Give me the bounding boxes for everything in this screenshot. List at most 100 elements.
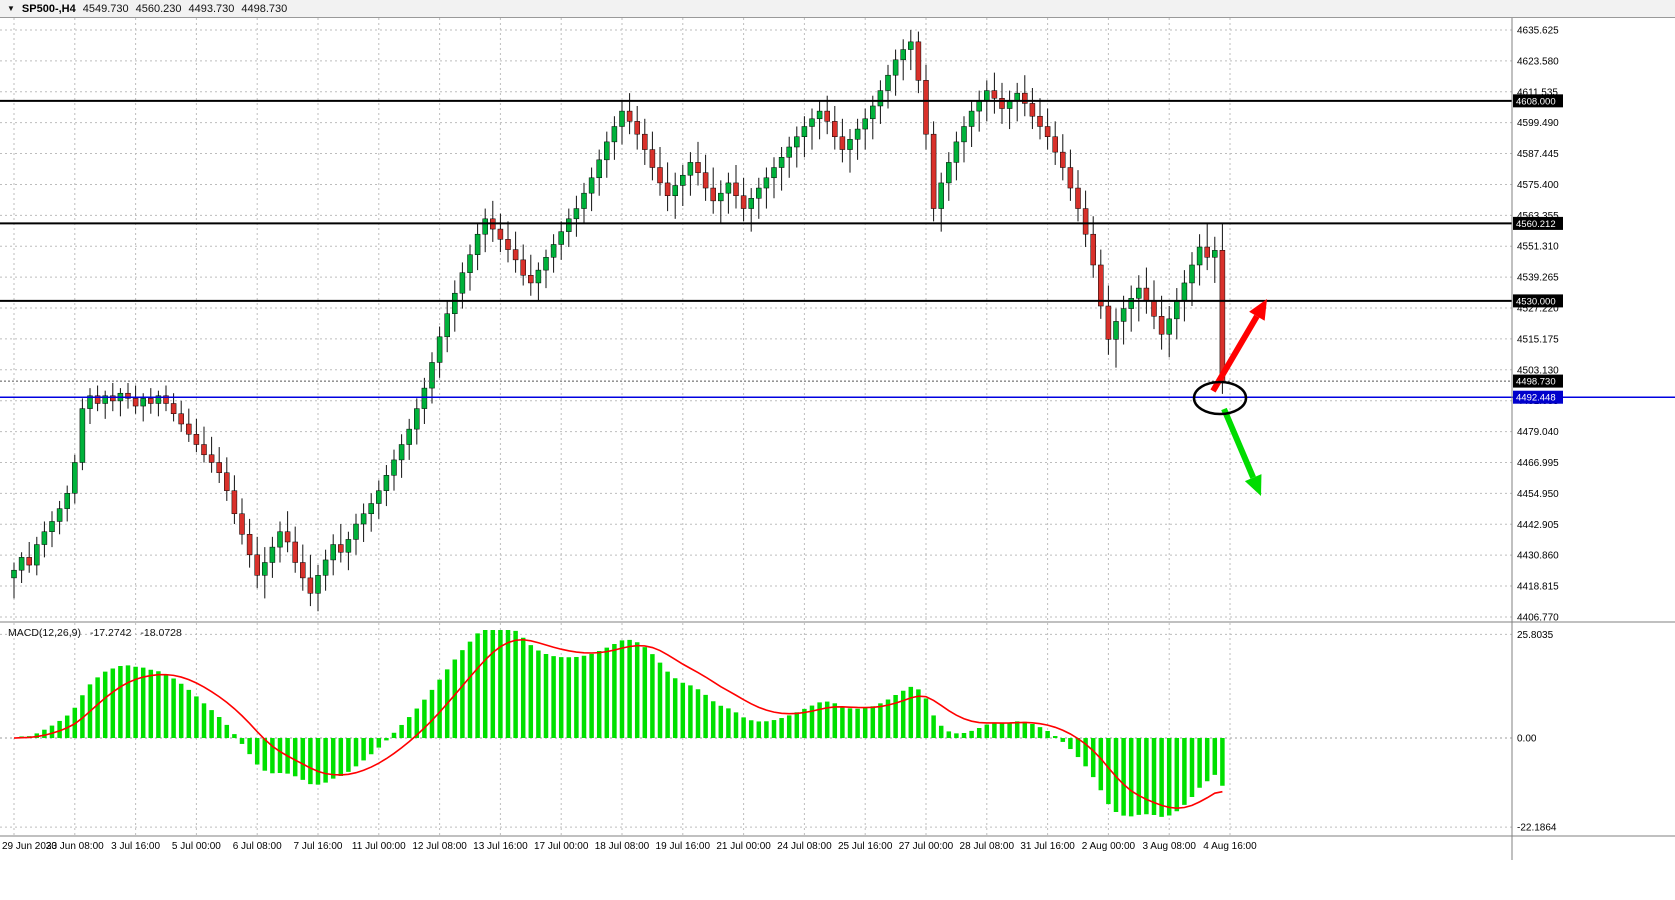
price-axis-label: 4503.130 xyxy=(1517,365,1559,376)
candle xyxy=(695,162,701,173)
candle xyxy=(870,105,876,120)
bullish-arrow-head[interactable] xyxy=(1249,299,1267,321)
candle xyxy=(452,292,458,314)
chart-plot-area[interactable] xyxy=(0,18,1512,836)
candle xyxy=(1212,250,1218,258)
candle xyxy=(193,434,200,445)
candle xyxy=(505,239,511,250)
price-axis[interactable] xyxy=(1512,18,1675,836)
candle xyxy=(702,172,709,189)
time-axis-label: 21 Jul 00:00 xyxy=(716,841,771,852)
bullish-arrow[interactable] xyxy=(1210,314,1260,393)
candle xyxy=(1006,100,1013,109)
time-axis[interactable] xyxy=(0,836,1675,900)
price-tag-4608.000[interactable] xyxy=(1513,94,1563,108)
candle xyxy=(1044,126,1051,137)
price-axis-label: 4515.175 xyxy=(1517,334,1559,345)
macd-axis-label: -22.1864 xyxy=(1517,823,1557,834)
price-tag-4560.212[interactable] xyxy=(1513,216,1563,230)
candle xyxy=(421,387,428,409)
candle xyxy=(1174,300,1180,320)
candle xyxy=(330,544,336,561)
candle xyxy=(839,136,846,150)
candle xyxy=(224,472,230,491)
candle xyxy=(1029,103,1036,117)
price-tag-4492.448[interactable] xyxy=(1513,390,1563,404)
price-axis-label: 4466.995 xyxy=(1517,458,1559,469)
price-axis-label: 4527.220 xyxy=(1517,304,1559,315)
candle xyxy=(938,182,944,209)
candle xyxy=(178,413,184,425)
candle xyxy=(170,403,177,414)
candle xyxy=(64,492,70,509)
price-tag-4530.000[interactable] xyxy=(1513,294,1563,308)
candle xyxy=(391,459,397,476)
candle xyxy=(816,110,823,120)
candle xyxy=(847,139,853,150)
chart-dropdown-icon[interactable]: ▼ xyxy=(7,3,15,13)
candle xyxy=(155,395,162,404)
highlight-ellipse[interactable] xyxy=(1192,380,1248,416)
time-axis-label: 11 Jul 00:00 xyxy=(352,841,406,852)
candle xyxy=(300,562,306,579)
candle xyxy=(467,254,473,273)
candle xyxy=(1082,208,1089,235)
candle xyxy=(1189,264,1195,284)
candle xyxy=(528,274,534,284)
candle xyxy=(626,110,633,122)
time-axis-label: 18 Jul 08:00 xyxy=(595,841,650,852)
candle xyxy=(345,539,352,553)
candle xyxy=(710,187,716,202)
candle xyxy=(991,90,998,99)
candle xyxy=(148,398,154,404)
candle xyxy=(756,187,762,199)
candle xyxy=(1090,233,1096,266)
candle xyxy=(946,162,952,184)
price-axis-label: 4599.490 xyxy=(1517,118,1559,129)
bearish-arrow-head[interactable] xyxy=(1244,474,1262,496)
time-axis-label: 25 Jul 16:00 xyxy=(838,841,893,852)
candle xyxy=(1158,316,1165,335)
candle xyxy=(497,228,504,240)
price-tag-4498.730[interactable] xyxy=(1513,374,1563,388)
price-axis-label: 4539.265 xyxy=(1517,273,1559,284)
candle xyxy=(900,49,906,61)
candle xyxy=(482,218,488,235)
candle xyxy=(1143,287,1150,302)
macd-signal-line xyxy=(13,638,1223,809)
candle xyxy=(862,118,868,130)
candle xyxy=(687,162,694,176)
time-axis-label: 6 Jul 08:00 xyxy=(233,841,282,852)
candle xyxy=(573,208,580,220)
bearish-arrow[interactable] xyxy=(1221,407,1256,479)
candle xyxy=(763,177,770,189)
candle xyxy=(892,59,899,76)
candle xyxy=(809,118,815,127)
price-tag-label: 4560.212 xyxy=(1516,219,1556,230)
candle xyxy=(664,182,671,196)
time-axis-label: 2 Aug 00:00 xyxy=(1082,841,1136,852)
candle xyxy=(1022,92,1028,104)
time-axis-label: 7 Jul 16:00 xyxy=(294,841,343,852)
candle xyxy=(672,185,678,196)
candle xyxy=(915,41,922,81)
candle xyxy=(611,126,618,143)
candle xyxy=(778,157,785,168)
candle xyxy=(961,126,967,143)
price-tag-label: 4608.000 xyxy=(1516,96,1556,107)
candle xyxy=(520,259,526,276)
candle xyxy=(1113,321,1119,340)
candle xyxy=(976,100,982,112)
candle xyxy=(125,392,131,399)
price-axis-label: 4635.625 xyxy=(1517,25,1559,36)
candle xyxy=(322,559,329,576)
candle xyxy=(429,362,435,389)
price-axis-label: 4611.535 xyxy=(1517,87,1558,98)
candle xyxy=(1136,287,1142,299)
candle xyxy=(262,562,268,576)
candle xyxy=(18,557,25,571)
candle xyxy=(1166,318,1172,335)
candle xyxy=(186,423,192,435)
candle xyxy=(596,159,602,179)
